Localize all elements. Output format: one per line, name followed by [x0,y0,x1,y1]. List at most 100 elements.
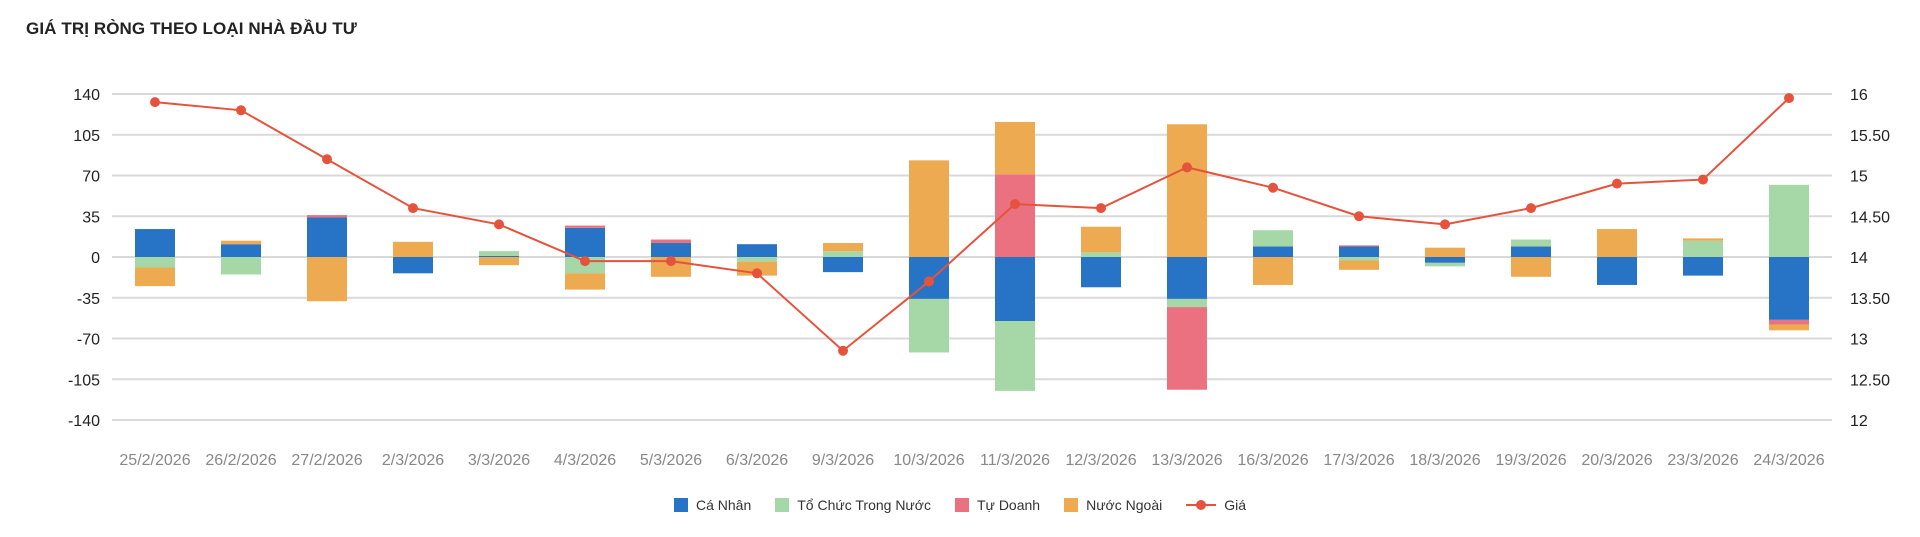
bar-segment [909,298,949,353]
bar-segment [1253,230,1293,247]
bar-segment [1511,257,1551,277]
x-tick-label: 12/3/2026 [1065,452,1136,469]
x-tick-label: 4/3/2026 [554,452,616,469]
bar-segment [221,240,261,245]
x-tick-label: 27/2/2026 [291,452,362,469]
x-tick-label: 19/3/2026 [1495,452,1566,469]
bar-segment [135,267,175,287]
y-right-tick-label: 12.50 [1850,372,1890,389]
y-left-tick-label: -140 [68,413,100,430]
bar-segment [1081,252,1121,257]
bar-segment [1339,246,1379,257]
legend-swatch [673,498,688,512]
bar-segment [995,257,1035,322]
legend-item[interactable]: Cá Nhân [673,497,751,513]
bar-segment [1769,257,1809,320]
price-point [1268,182,1278,193]
legend-label: Nước Ngoài [1086,497,1163,513]
legend-item[interactable]: Nước Ngoài [1064,497,1162,513]
bar-segment [393,241,433,257]
bar-segment [479,251,519,256]
bar-segment [565,273,605,290]
y-left-tick-label: -70 [77,332,100,349]
x-tick-label: 16/3/2026 [1237,452,1308,469]
x-tick-label: 26/2/2026 [205,452,276,469]
bar-segment [1769,324,1809,331]
bar-segment [479,255,519,257]
bar-segment [479,257,519,266]
price-point [1440,219,1450,230]
bar-segment [1339,245,1379,247]
legend-line-swatch [1186,498,1217,512]
legend-label: Tổ Chức Trong Nước [797,497,931,513]
x-tick-label: 13/3/2026 [1151,452,1222,469]
bar-segment [565,227,605,257]
bar-segment [1683,240,1723,257]
legend-item[interactable]: Giá [1186,497,1246,513]
bar-segment [1425,247,1465,257]
y-right-tick-label: 12 [1850,413,1868,430]
bar-segment [1167,124,1207,258]
bar-segment [995,121,1035,175]
y-right-tick-label: 13.50 [1850,291,1890,308]
legend-swatch [955,498,969,512]
price-point [838,345,848,356]
bar-segment [995,321,1035,391]
bar-segment [1511,246,1551,257]
bar-segment [307,215,347,218]
bar-segment [221,257,261,275]
y-right-tick-label: 14.50 [1850,209,1890,226]
bar-segment [1081,226,1121,253]
y-right-tick-label: 16 [1850,87,1868,104]
price-point [924,276,934,287]
price-point [1096,203,1106,214]
bar-segment [307,257,347,302]
y-left-tick-label: 35 [82,209,100,226]
price-point [1010,199,1020,210]
y-left-tick-label: 140 [73,87,100,104]
x-tick-label: 17/3/2026 [1323,452,1394,469]
bar-segment [135,229,175,257]
x-tick-label: 9/3/2026 [812,452,874,469]
price-point [752,268,762,279]
bar-segment [307,217,347,257]
x-tick-label: 6/3/2026 [726,452,788,469]
bar-segment [1511,239,1551,247]
bar-segment [823,243,863,252]
x-tick-label: 10/3/2026 [893,452,964,469]
price-point [150,97,160,108]
price-point [1526,203,1536,214]
price-point [1698,174,1708,185]
legend-item[interactable]: Tự Doanh [955,497,1040,513]
x-tick-label: 20/3/2026 [1581,452,1652,469]
bar-segment [1253,257,1293,285]
price-point [1784,93,1794,104]
bar-segment [909,160,949,257]
x-tick-label: 2/3/2026 [382,452,444,469]
y-right-tick-label: 14 [1850,250,1868,267]
x-tick-label: 25/2/2026 [119,452,190,469]
bar-segment [737,244,777,257]
legend-swatch [1064,498,1079,512]
bar-segment [221,244,261,257]
bar-segment [565,225,605,228]
y-left-tick-label: -35 [77,291,100,308]
bar-segment [823,251,863,257]
bar-segment [737,257,777,262]
bar-segment [1339,257,1379,261]
legend-label: Tự Doanh [977,497,1041,513]
y-left-tick-label: -105 [68,372,100,389]
price-point [494,219,504,230]
bar-segment [1597,257,1637,285]
y-left-tick-label: 70 [82,169,100,186]
bar-segment [1167,307,1207,390]
price-line [154,97,1790,353]
bar-segment [1769,184,1809,257]
bar-segment [1425,262,1465,267]
price-point [408,203,418,214]
legend-item[interactable]: Tổ Chức Trong Nước [775,497,931,513]
chart-legend: Cá Nhân Tổ Chức Trong Nước Tự Doanh Nước Ng… [0,497,1920,513]
y-left-tick-label: 0 [91,250,100,267]
bar-segment [651,239,691,244]
